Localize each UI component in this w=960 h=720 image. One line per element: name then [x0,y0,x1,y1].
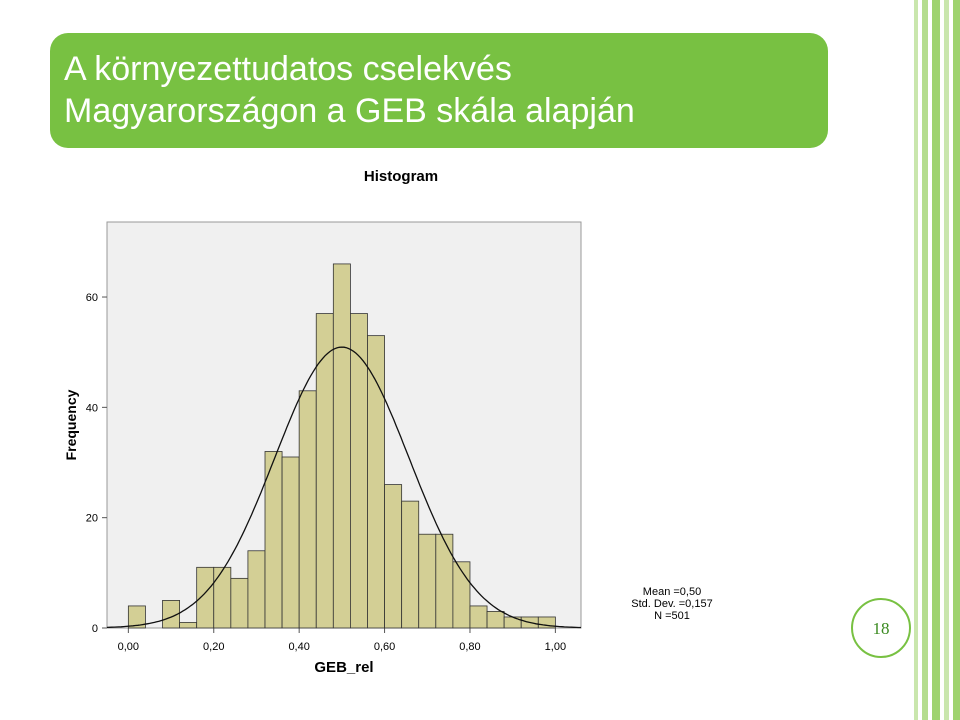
bar [230,577,249,629]
bar [247,550,266,629]
stat-label: Mean =0,50 [643,586,701,598]
stripe [932,0,940,720]
y-axis-label: Frequency [63,389,79,460]
bar [452,561,471,629]
bar [332,263,351,629]
bar [418,533,437,629]
x-tick-label: 0,60 [374,641,395,653]
bar [486,611,505,629]
x-axis-label: GEB_rel [314,659,373,676]
bar [367,335,385,629]
x-tick-label: 0,00 [118,641,139,653]
bar [315,313,334,629]
y-tick-label: 40 [86,402,98,414]
normal-curve [106,346,581,629]
stripe [953,0,960,720]
x-tick-label: 0,20 [203,641,224,653]
page-badge [851,598,911,658]
x-tick-label: 0,40 [288,641,309,653]
bar [196,566,215,629]
stripe [922,0,928,720]
stat-label: N =501 [654,610,690,622]
bar [281,456,300,629]
y-tick-label: 20 [86,513,98,525]
bar [350,313,368,629]
bar [162,600,180,629]
bar [401,500,420,629]
slide-title: A környezettudatos cselekvés [64,50,512,88]
x-tick-label: 0,80 [459,641,480,653]
bar [435,533,454,629]
bar [127,605,146,629]
stat-label: Std. Dev. =0,157 [631,598,712,610]
slide-title: Magyarországon a GEB skála alapján [64,92,635,130]
stripe [914,0,918,720]
stripe [944,0,949,720]
x-tick-label: 1,00 [545,641,566,653]
bar [503,616,522,629]
page-number: 18 [873,619,890,638]
bar [213,566,232,629]
bar [264,451,283,629]
bar [384,484,403,629]
y-tick-label: 60 [86,292,98,304]
bar [469,605,488,629]
title-banner [50,33,828,148]
bar [179,622,198,629]
chart-title: Histogram [364,168,438,185]
y-tick-label: 0 [92,623,98,635]
bar [537,616,556,629]
bar [298,390,317,629]
